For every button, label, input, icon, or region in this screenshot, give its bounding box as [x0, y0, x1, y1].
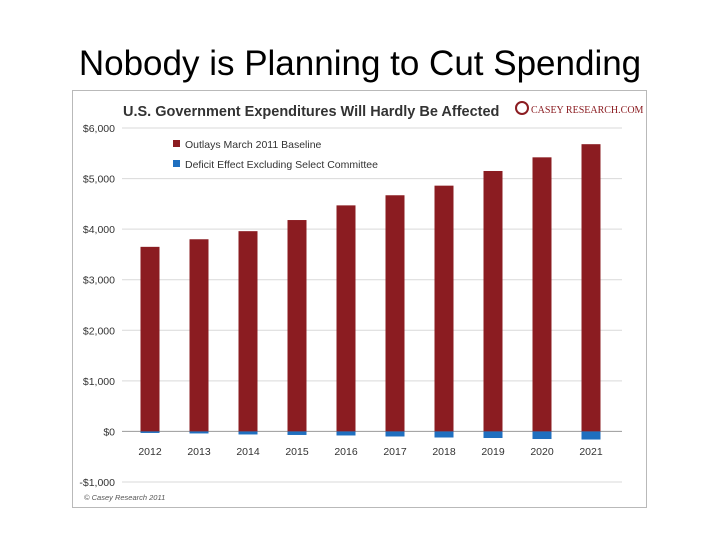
slide-title: Nobody is Planning to Cut Spending	[78, 44, 642, 83]
x-tick-label: 2014	[236, 446, 260, 458]
deficit-bar	[385, 431, 405, 437]
outlay-bar	[238, 231, 258, 432]
x-tick-label: 2018	[432, 446, 456, 458]
x-tick-label: 2015	[285, 446, 309, 458]
x-tick-label: 2013	[187, 446, 211, 458]
y-tick-label: $2,000	[83, 325, 115, 337]
deficit-bar	[140, 431, 160, 433]
y-tick-label: $3,000	[83, 275, 115, 287]
deficit-bar	[336, 431, 356, 436]
legend-label: Deficit Effect Excluding Select Committe…	[185, 159, 378, 171]
x-tick-label: 2020	[530, 446, 554, 458]
brand-logo-icon	[515, 101, 529, 115]
deficit-bar	[238, 431, 258, 435]
deficit-bar	[581, 431, 601, 440]
outlay-bar	[140, 246, 160, 432]
legend-swatch	[173, 160, 180, 167]
outlay-bar	[581, 144, 601, 432]
x-tick-label: 2016	[334, 446, 358, 458]
deficit-bar	[287, 431, 307, 435]
y-tick-label: $5,000	[83, 174, 115, 186]
chart-title: U.S. Government Expenditures Will Hardly…	[123, 104, 499, 120]
y-tick-label: $4,000	[83, 224, 115, 236]
outlay-bar	[434, 185, 454, 432]
y-tick-label: -$1,000	[79, 477, 115, 489]
x-tick-label: 2017	[383, 446, 407, 458]
legend-swatch	[173, 140, 180, 147]
outlay-bar	[287, 220, 307, 432]
outlay-bar	[483, 170, 503, 432]
brand-name: CASEY RESEARCH.COM	[531, 105, 644, 116]
x-tick-label: 2021	[579, 446, 603, 458]
legend-label: Outlays March 2011 Baseline	[185, 139, 322, 151]
deficit-bar	[434, 431, 454, 438]
deficit-bar	[532, 431, 552, 440]
chart-footer: © Casey Research 2011	[84, 493, 165, 502]
y-tick-label: $6,000	[83, 123, 115, 135]
outlay-bar	[336, 205, 356, 432]
x-tick-label: 2012	[138, 446, 162, 458]
y-tick-label: $1,000	[83, 376, 115, 388]
outlay-bar	[385, 195, 405, 432]
x-tick-label: 2019	[481, 446, 505, 458]
deficit-bar	[189, 431, 209, 434]
deficit-bar	[483, 431, 503, 439]
outlay-bar	[189, 239, 209, 432]
outlay-bar	[532, 157, 552, 432]
y-tick-label: $0	[103, 426, 115, 438]
